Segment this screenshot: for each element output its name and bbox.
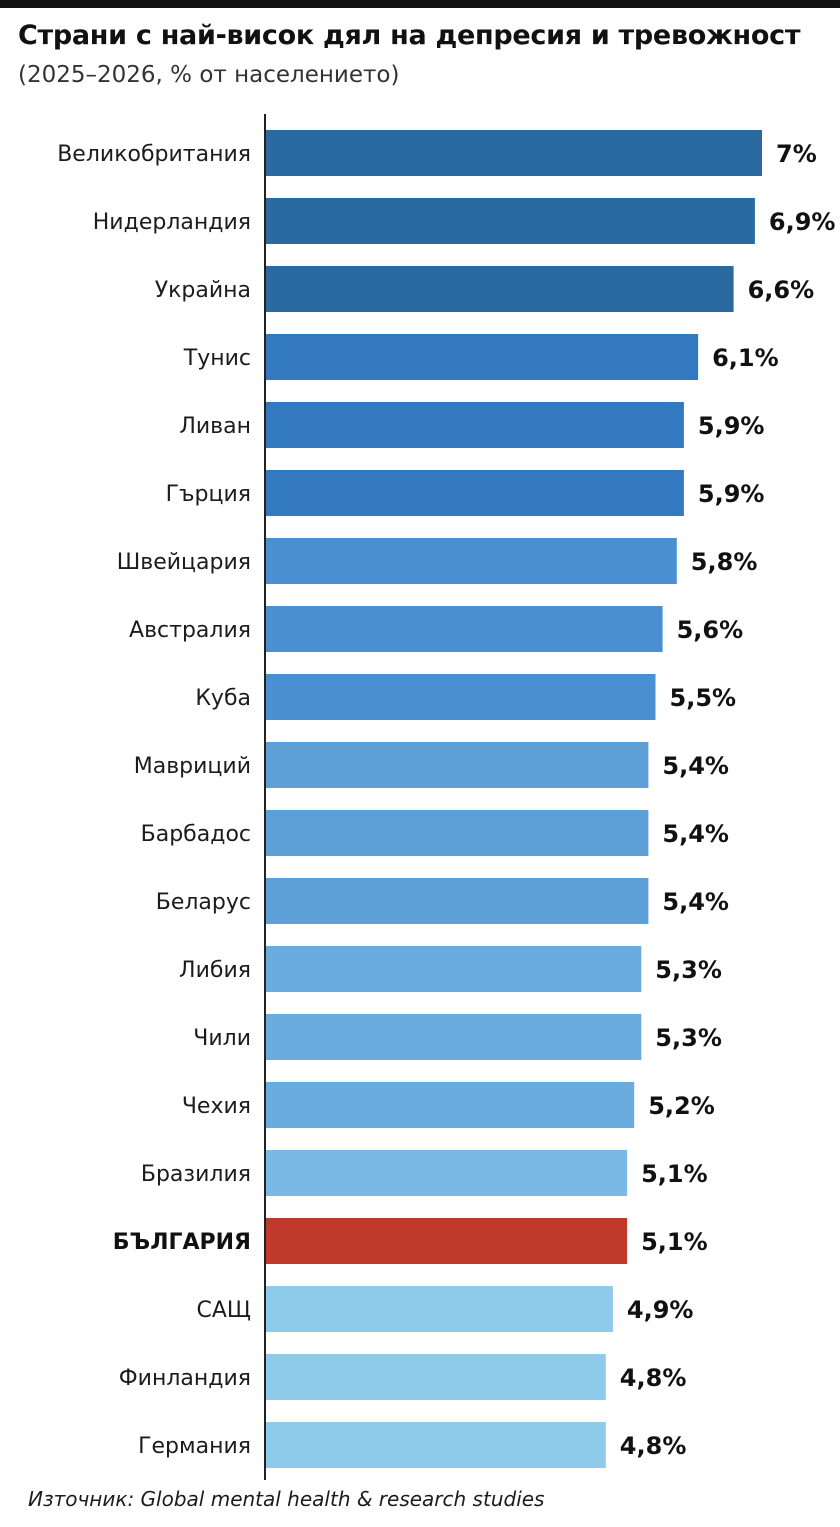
bar-5 (265, 402, 684, 448)
category-label: Гърция (166, 482, 251, 507)
bar-4 (265, 334, 699, 380)
value-label: 5,1% (641, 1160, 708, 1188)
value-label: 4,8% (620, 1364, 687, 1392)
value-label: 5,9% (698, 480, 765, 508)
category-label: Великобритания (57, 142, 251, 167)
source-note: Източник: Global mental health & researc… (28, 1487, 545, 1511)
bar-18 (265, 1286, 613, 1332)
bar-12 (265, 878, 649, 924)
value-label: 6,9% (769, 208, 836, 236)
value-label: 7% (776, 140, 817, 168)
category-label: САЩ (197, 1298, 251, 1323)
value-label: 5,1% (641, 1228, 708, 1256)
bar-19 (265, 1354, 606, 1400)
value-label: 4,9% (627, 1296, 694, 1324)
category-label: Финландия (119, 1366, 251, 1391)
chart-subtitle: (2025–2026, % от населението) (18, 62, 400, 88)
bar-7 (265, 538, 677, 584)
value-label: 5,6% (677, 616, 744, 644)
bar-15 (265, 1082, 635, 1128)
value-label: 5,4% (662, 820, 729, 848)
value-label: 6,6% (748, 276, 815, 304)
bar-10 (265, 742, 649, 788)
bar-chart: Великобритания 7% Нидерландия 6,9% Украйна 6,… (57, 114, 836, 1480)
category-label: Мавриций (134, 754, 251, 779)
top-rule (0, 0, 840, 8)
value-label: 5,4% (662, 752, 729, 780)
category-label: Чехия (182, 1094, 251, 1119)
value-label: 5,3% (655, 956, 722, 984)
category-label: Либия (179, 958, 251, 983)
category-label: Бразилия (141, 1162, 251, 1187)
value-label: 4,8% (620, 1432, 687, 1460)
value-label: 5,8% (691, 548, 758, 576)
value-label: 5,9% (698, 412, 765, 440)
category-label: Украйна (155, 278, 251, 303)
value-label: 6,1% (712, 344, 779, 372)
bar-20 (265, 1422, 606, 1468)
value-label: 5,4% (662, 888, 729, 916)
bar-9 (265, 674, 656, 720)
bar-1 (265, 130, 762, 176)
bar-2 (265, 198, 755, 244)
category-label: Швейцария (117, 550, 251, 575)
value-label: 5,5% (670, 684, 737, 712)
bar-6 (265, 470, 684, 516)
bar-11 (265, 810, 649, 856)
bar-3 (265, 266, 734, 312)
bar-13 (265, 946, 642, 992)
bar-17 (265, 1218, 628, 1264)
value-label: 5,3% (655, 1024, 722, 1052)
chart-title: Страни с най-висок дял на депресия и тре… (18, 20, 801, 51)
category-label: Тунис (183, 346, 251, 371)
value-label: 5,2% (648, 1092, 715, 1120)
category-label: Барбадос (141, 822, 251, 847)
category-label: Куба (195, 686, 251, 711)
bar-16 (265, 1150, 628, 1196)
category-label: Беларус (156, 890, 251, 915)
category-label: Чили (193, 1026, 251, 1051)
bar-8 (265, 606, 663, 652)
category-label: Нидерландия (93, 210, 251, 235)
category-label: Германия (138, 1434, 251, 1459)
category-label: Австралия (129, 618, 251, 643)
bar-14 (265, 1014, 642, 1060)
category-label: БЪЛГАРИЯ (113, 1230, 251, 1255)
category-label: Ливан (179, 414, 251, 439)
